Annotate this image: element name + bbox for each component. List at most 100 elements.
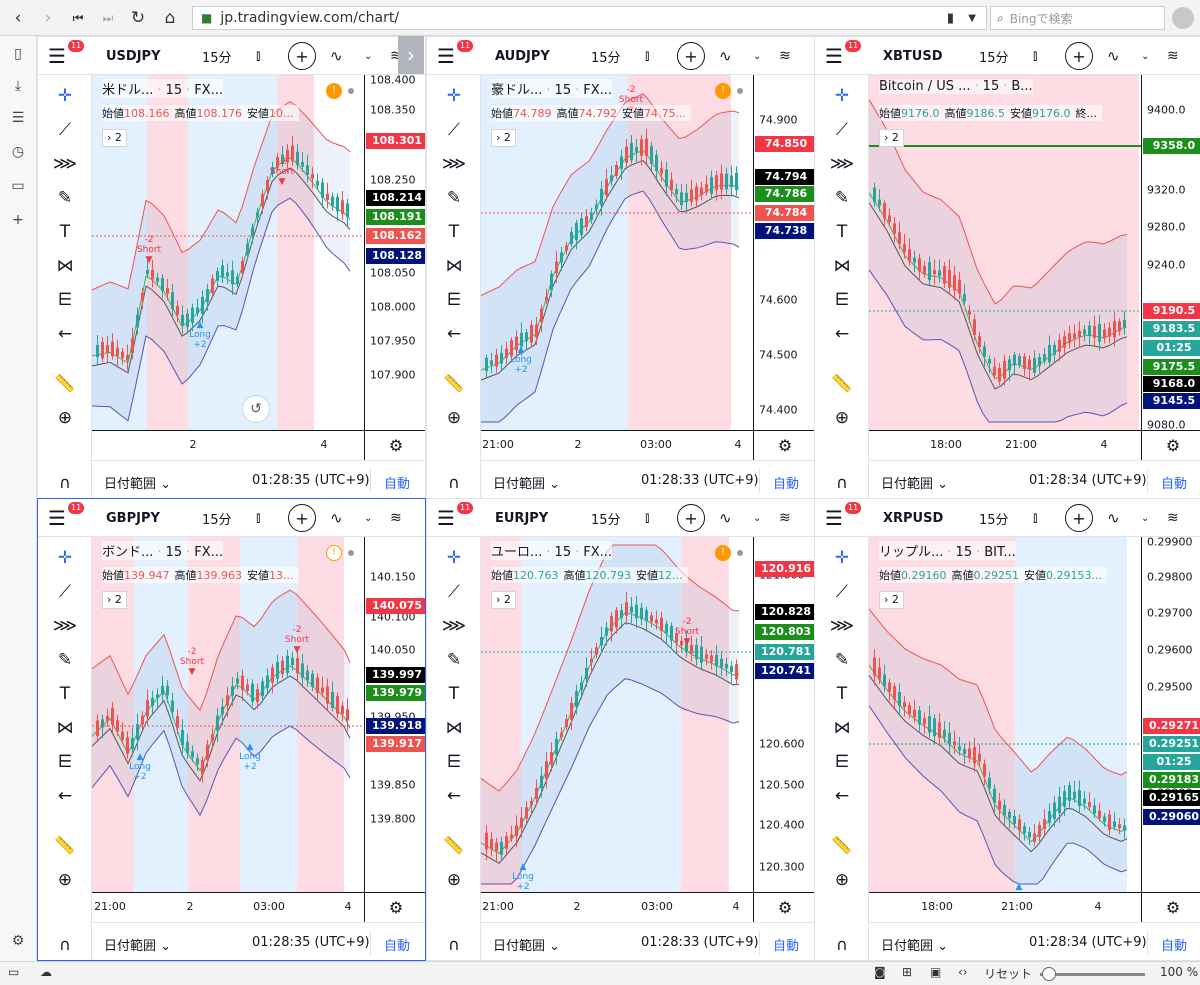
indicators-icon[interactable]: ∿ — [1107, 509, 1120, 527]
auto-scale-button[interactable]: 自動 — [773, 939, 800, 954]
candle-style-icon[interactable]: ⫾ — [256, 48, 261, 64]
menu-icon[interactable]: ☰ 11 — [437, 499, 474, 537]
warning-icon[interactable]: ! — [326, 545, 342, 561]
series-legend[interactable]: ボンド... · 15 · FX... — [102, 541, 224, 560]
interval-button[interactable]: 15分 — [591, 512, 621, 528]
prediction-icon[interactable]: ⋿ — [446, 290, 462, 310]
templates-icon[interactable]: ≋ — [1167, 48, 1179, 64]
reset-label[interactable]: リセット — [984, 967, 1033, 981]
indicator-collapse-button[interactable]: › 2 — [491, 591, 516, 609]
menu-icon[interactable]: ☰ 11 — [48, 37, 85, 75]
text-icon[interactable]: T — [59, 684, 71, 704]
ruler-icon[interactable]: 📏 — [443, 836, 465, 856]
series-legend[interactable]: 豪ドル... · 15 · FX... — [491, 79, 613, 98]
clock-time[interactable]: 01:28:34 (UTC+9) — [1029, 935, 1147, 950]
magnet-icon[interactable]: ∩ — [836, 934, 848, 954]
series-legend[interactable]: Bitcoin / US ... · 15 · B... — [879, 79, 1033, 94]
templates-icon[interactable]: ≋ — [779, 510, 791, 526]
text-icon[interactable]: T — [59, 222, 71, 242]
crosshair-icon[interactable]: ✛ — [57, 86, 73, 106]
forward-icon[interactable]: › — [44, 8, 52, 28]
indicator-collapse-button[interactable]: › 2 — [102, 129, 127, 147]
brush-icon[interactable]: ✎ — [446, 188, 462, 208]
time-scale[interactable]: 18:00 21:00 4 — [869, 430, 1141, 460]
chart-panel-eurjpy[interactable]: ☰ 11 EURJPY 15分 ⫾ + ∿ ⌄ ≋ ✛ ⟋ ⋙ ✎ T ⋈ ⋿ ←… — [426, 498, 815, 961]
auto-scale-button[interactable]: 自動 — [384, 477, 411, 492]
zoom-icon[interactable]: ⊕ — [834, 408, 850, 428]
back-arrow-icon[interactable]: ← — [834, 786, 850, 806]
cloud-icon[interactable]: ☁ — [40, 965, 52, 979]
scroll-right-arrow[interactable]: › — [398, 36, 424, 74]
prediction-icon[interactable]: ⋿ — [834, 752, 850, 772]
time-scale[interactable]: 18:00 21:00 4 — [869, 892, 1141, 922]
chart-panel-usdjpy[interactable]: ☰ 11 USDJPY 15分 ⫾ + ∿ ⌄ ≋ ✛ ⟋ ⋙ ✎ T ⋈ ⋿ ←… — [37, 36, 426, 499]
zoom-slider-track[interactable] — [1040, 973, 1145, 976]
zoom-icon[interactable]: ⊕ — [446, 408, 462, 428]
back-arrow-icon[interactable]: ← — [446, 786, 462, 806]
zoom-icon[interactable]: ⊕ — [57, 870, 73, 890]
chart-panel-xrpusd[interactable]: ☰ 11 XRPUSD 15分 ⫾ + ∿ ⌄ ≋ ✛ ⟋ ⋙ ✎ T ⋈ ⋿ ←… — [814, 498, 1200, 961]
date-range-button[interactable]: 日付範囲 ⌄ — [104, 477, 172, 492]
prediction-icon[interactable]: ⋿ — [57, 290, 73, 310]
chart-settings-gear-icon[interactable]: ⚙ — [364, 430, 425, 460]
templates-icon[interactable]: ≋ — [1167, 510, 1179, 526]
pattern-icon[interactable]: ⋈ — [833, 256, 851, 276]
zoom-icon[interactable]: ⊕ — [57, 408, 73, 428]
text-icon[interactable]: T — [836, 222, 848, 242]
series-legend[interactable]: ユーロ... · 15 · FX... — [491, 541, 613, 560]
time-scale[interactable]: 21:00 2 03:00 4 — [481, 892, 753, 922]
prediction-icon[interactable]: ⋿ — [57, 752, 73, 772]
indicator-collapse-button[interactable]: › 2 — [879, 591, 904, 609]
price-scale[interactable]: 108.400108.350108.250108.100108.050108.0… — [364, 75, 425, 430]
crosshair-icon[interactable]: ✛ — [57, 548, 73, 568]
candle-style-icon[interactable]: ⫾ — [256, 510, 261, 526]
date-range-button[interactable]: 日付範囲 ⌄ — [104, 939, 172, 954]
brush-icon[interactable]: ✎ — [834, 188, 850, 208]
time-scale[interactable]: 21:00 2 03:00 4 — [481, 430, 753, 460]
chart-settings-gear-icon[interactable]: ⚙ — [1141, 430, 1200, 460]
grid-icon[interactable]: ⊞ — [902, 965, 913, 979]
warning-icon[interactable]: ! — [326, 83, 342, 99]
indicators-icon[interactable]: ∿ — [719, 509, 732, 527]
price-scale[interactable]: 74.900 74.600 74.500 74.400 74.850 74.794 74.7… — [753, 75, 814, 430]
back-arrow-icon[interactable]: ← — [834, 324, 850, 344]
pattern-icon[interactable]: ⋈ — [445, 256, 463, 276]
reset-chart-icon[interactable]: ↺ — [242, 395, 270, 423]
fib-icon[interactable]: ⋙ — [829, 616, 855, 636]
sidebar-toggle-icon[interactable]: ▭ — [8, 965, 20, 979]
chevron-down-icon[interactable]: ⌄ — [364, 512, 373, 524]
clock-time[interactable]: 01:28:35 (UTC+9) — [252, 473, 370, 488]
ruler-icon[interactable]: 📏 — [831, 836, 853, 856]
symbol-button[interactable]: XRPUSD — [883, 510, 944, 526]
templates-icon[interactable]: ≋ — [390, 48, 402, 64]
brush-icon[interactable]: ✎ — [446, 650, 462, 670]
search-box[interactable]: ⌕ Bingで検索 — [990, 6, 1165, 30]
compare-add-icon[interactable]: + — [677, 42, 705, 70]
auto-scale-button[interactable]: 自動 — [384, 939, 411, 954]
indicators-icon[interactable]: ∿ — [1107, 47, 1120, 65]
chevron-down-icon[interactable]: ⌄ — [1141, 50, 1150, 62]
price-scale[interactable]: 9400.0 9320.0 9280.0 9240.0 9080.0 9358.0 9190… — [1141, 75, 1200, 430]
menu-icon[interactable]: ☰ 11 — [48, 499, 85, 537]
magnet-icon[interactable]: ∩ — [59, 472, 71, 492]
trendline-icon[interactable]: ⟋ — [448, 582, 460, 602]
magnet-icon[interactable]: ∩ — [448, 934, 460, 954]
chart-panel-audjpy[interactable]: ☰ 11 AUDJPY 15分 ⫾ + ∿ ⌄ ≋ ✛ ⟋ ⋙ ✎ T ⋈ ⋿ ←… — [426, 36, 815, 499]
magnet-icon[interactable]: ∩ — [59, 934, 71, 954]
brush-icon[interactable]: ✎ — [57, 188, 73, 208]
chart-panel-xbtusd[interactable]: ☰ 11 XBTUSD 15分 ⫾ + ∿ ⌄ ≋ ✛ ⟋ ⋙ ✎ T ⋈ ⋿ ←… — [814, 36, 1200, 499]
indicator-collapse-button[interactable]: › 2 — [879, 129, 904, 147]
symbol-button[interactable]: USDJPY — [106, 48, 161, 64]
interval-button[interactable]: 15分 — [979, 512, 1009, 528]
crosshair-icon[interactable]: ✛ — [446, 548, 462, 568]
warning-icon[interactable]: ! — [715, 83, 731, 99]
magnet-icon[interactable]: ∩ — [836, 472, 848, 492]
auto-scale-button[interactable]: 自動 — [1161, 477, 1188, 492]
reload-icon[interactable]: ↻ — [130, 8, 146, 28]
indicator-collapse-button[interactable]: › 2 — [491, 129, 516, 147]
chart-settings-gear-icon[interactable]: ⚙ — [753, 430, 814, 460]
interval-button[interactable]: 15分 — [591, 50, 621, 66]
date-range-button[interactable]: 日付範囲 ⌄ — [493, 939, 561, 954]
chevron-down-icon[interactable]: ⌄ — [753, 512, 762, 524]
